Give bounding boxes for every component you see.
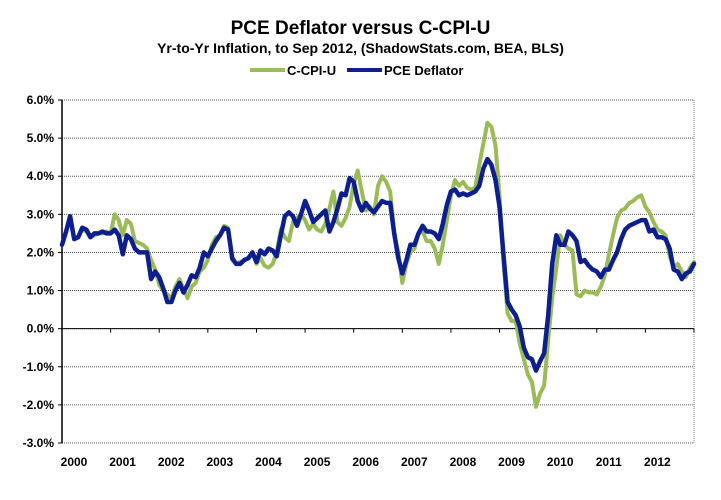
y-tick-label: 5.0% bbox=[27, 131, 55, 145]
x-tick-label: 2002 bbox=[158, 455, 185, 469]
x-tick-label: 2012 bbox=[644, 455, 671, 469]
series-line-pce-deflator bbox=[59, 156, 697, 373]
legend-label: PCE Deflator bbox=[384, 63, 463, 78]
x-tick-label: 2006 bbox=[352, 455, 379, 469]
y-tick-label: 1.0% bbox=[27, 284, 55, 298]
x-tick-label: 2000 bbox=[61, 455, 88, 469]
axes: 6.0% 5.0% 4.0% 3.0% 2.0% 1.0% 0.0% -1.0% -2.0% -3… bbox=[23, 93, 695, 469]
legend-label: C-CPI-U bbox=[287, 63, 336, 78]
y-tick-label: 0.0% bbox=[27, 322, 55, 336]
y-tick-label: -3.0% bbox=[23, 436, 55, 450]
x-tick-label: 2004 bbox=[255, 455, 282, 469]
chart-subtitle: Yr-to-Yr Inflation, to Sep 2012, (Shadow… bbox=[157, 40, 564, 56]
x-tick-label: 2010 bbox=[547, 455, 574, 469]
y-tick-label: 3.0% bbox=[27, 207, 55, 221]
y-tick-label: -2.0% bbox=[23, 398, 55, 412]
x-tick-label: 2011 bbox=[596, 455, 622, 469]
x-tick-label: 2007 bbox=[401, 455, 428, 469]
chart-title: PCE Deflator versus C-CPI-U bbox=[230, 18, 491, 39]
x-tick-label: 2009 bbox=[498, 455, 525, 469]
series-line-c-cpi-u bbox=[60, 120, 696, 409]
legend: C-CPI-U PCE Deflator bbox=[250, 63, 463, 78]
x-tick-label: 2003 bbox=[206, 455, 233, 469]
x-tick-label: 2008 bbox=[450, 455, 477, 469]
y-tick-label: -1.0% bbox=[23, 360, 55, 374]
y-tick-label: 4.0% bbox=[27, 169, 55, 183]
series-lines bbox=[59, 120, 697, 409]
y-tick-label: 2.0% bbox=[27, 245, 55, 259]
x-tick-label: 2005 bbox=[304, 455, 331, 469]
y-tick-label: 6.0% bbox=[27, 93, 55, 107]
x-tick-label: 2001 bbox=[109, 455, 136, 469]
